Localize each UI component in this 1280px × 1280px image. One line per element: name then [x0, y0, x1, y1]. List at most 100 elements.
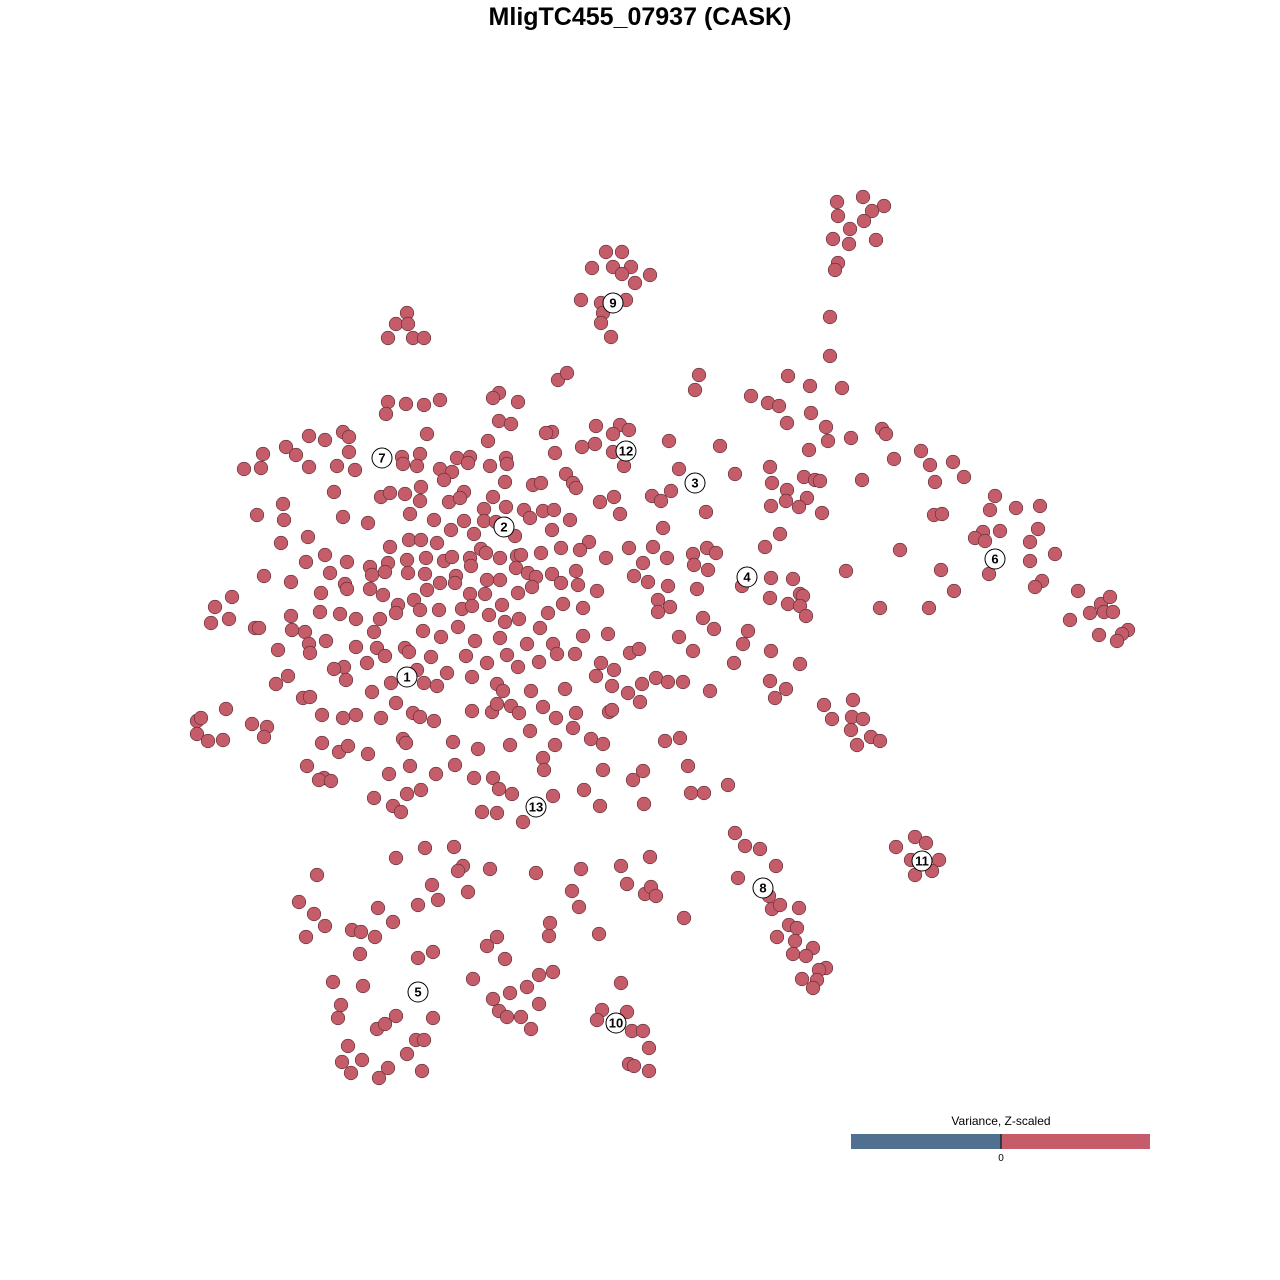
data-point — [855, 711, 871, 727]
data-point — [778, 681, 794, 697]
data-point — [730, 870, 746, 886]
data-point — [771, 398, 787, 414]
data-point — [244, 716, 260, 732]
data-point — [502, 737, 518, 753]
data-point — [545, 964, 561, 980]
data-point — [476, 501, 492, 517]
data-point — [504, 786, 520, 802]
data-point — [544, 522, 560, 538]
data-point — [648, 888, 664, 904]
data-point — [428, 766, 444, 782]
data-point — [600, 626, 616, 642]
data-point — [388, 605, 404, 621]
data-point — [456, 513, 472, 529]
data-point — [380, 1060, 396, 1076]
data-point — [339, 581, 355, 597]
data-point — [864, 203, 880, 219]
data-point — [338, 672, 354, 688]
data-point — [426, 512, 442, 528]
data-point — [482, 861, 498, 877]
data-point — [735, 636, 751, 652]
data-point — [671, 629, 687, 645]
data-point — [878, 426, 894, 442]
data-point — [366, 790, 382, 806]
data-point — [822, 348, 838, 364]
data-point — [612, 506, 628, 522]
data-point — [380, 330, 396, 346]
data-point — [913, 443, 929, 459]
data-point — [340, 738, 356, 754]
data-point — [544, 566, 560, 582]
data-point — [934, 506, 950, 522]
data-point — [462, 586, 478, 602]
data-point — [855, 189, 871, 205]
data-point — [317, 432, 333, 448]
cluster-label-11: 11 — [911, 850, 933, 872]
data-point — [1070, 583, 1086, 599]
data-point — [481, 607, 497, 623]
cluster-label-7: 7 — [371, 447, 393, 469]
data-point — [378, 406, 394, 422]
data-point — [347, 462, 363, 478]
data-point — [660, 674, 676, 690]
data-point — [499, 647, 515, 663]
data-point — [330, 1010, 346, 1026]
data-point — [375, 587, 391, 603]
cluster-label-2: 2 — [493, 516, 515, 538]
data-point — [348, 611, 364, 627]
data-point — [635, 1023, 651, 1039]
data-point — [466, 526, 482, 542]
data-point — [762, 673, 778, 689]
data-point — [763, 570, 779, 586]
data-point — [532, 620, 548, 636]
data-point — [323, 773, 339, 789]
data-point — [433, 629, 449, 645]
data-point — [762, 590, 778, 606]
data-point — [640, 574, 656, 590]
cluster-label-10: 10 — [605, 1012, 627, 1034]
data-point — [653, 493, 669, 509]
cluster-label-circle — [736, 566, 758, 588]
data-point — [595, 762, 611, 778]
data-point — [614, 266, 630, 282]
data-point — [568, 563, 584, 579]
data-point — [536, 762, 552, 778]
data-point — [613, 858, 629, 874]
data-point — [301, 428, 317, 444]
data-point — [559, 365, 575, 381]
data-point — [987, 488, 1003, 504]
data-point — [567, 646, 583, 662]
data-point — [907, 829, 923, 845]
cluster-label-circle — [752, 877, 774, 899]
data-point — [698, 504, 714, 520]
data-point — [256, 568, 272, 584]
data-point — [510, 659, 526, 675]
data-point — [410, 950, 426, 966]
data-point — [416, 397, 432, 413]
data-point — [492, 630, 508, 646]
data-point — [581, 534, 597, 550]
data-point — [458, 648, 474, 664]
data-point — [727, 825, 743, 841]
data-point — [236, 461, 252, 477]
data-point — [497, 474, 513, 490]
cluster-label-text: 7 — [378, 451, 385, 466]
data-point — [814, 505, 830, 521]
data-point — [657, 733, 673, 749]
legend-title: Variance, Z-scaled — [951, 1114, 1051, 1128]
data-point — [485, 770, 501, 786]
data-point — [838, 563, 854, 579]
data-point — [854, 472, 870, 488]
data-point — [283, 608, 299, 624]
data-point — [660, 578, 676, 594]
data-point — [593, 655, 609, 671]
data-point — [779, 415, 795, 431]
data-point — [642, 267, 658, 283]
data-point — [632, 694, 648, 710]
data-point — [547, 445, 563, 461]
data-point — [1032, 498, 1048, 514]
data-point — [425, 944, 441, 960]
data-point — [306, 906, 322, 922]
data-point — [255, 446, 271, 462]
data-point — [1030, 521, 1046, 537]
